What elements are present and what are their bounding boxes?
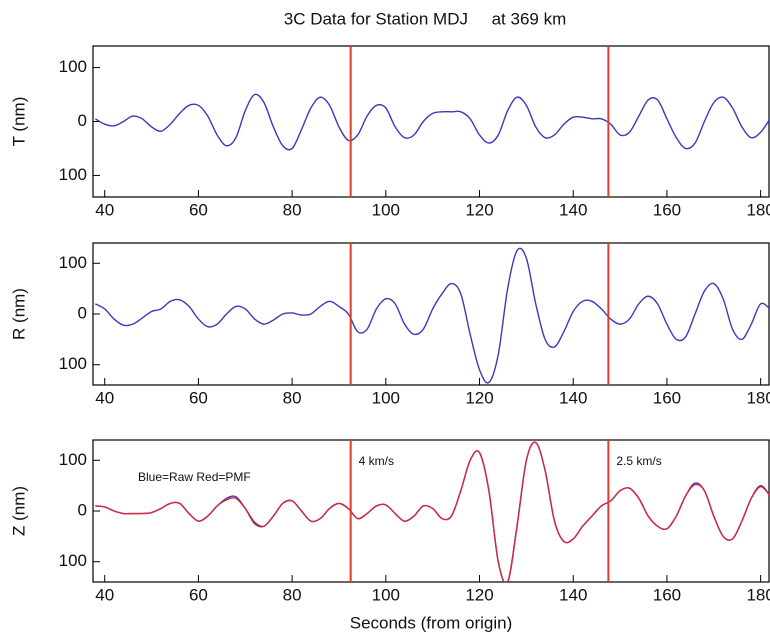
x-tick-label: 140: [559, 585, 587, 604]
x-tick-label: 100: [372, 585, 400, 604]
x-tick-label: 140: [559, 388, 587, 407]
x-tick-label: 140: [559, 200, 587, 219]
x-tick-label: 180: [746, 200, 770, 219]
x-tick-label: 160: [653, 388, 681, 407]
x-tick-label: 60: [189, 585, 208, 604]
y-tick-label: 0: [78, 303, 87, 322]
x-tick-label: 60: [189, 388, 208, 407]
x-tick-label: 100: [372, 388, 400, 407]
x-tick-label: 160: [653, 585, 681, 604]
waveform: [95, 247, 770, 384]
x-tick-label: 160: [653, 200, 681, 219]
x-tick-label: 100: [372, 200, 400, 219]
plot-area: [94, 93, 770, 151]
x-tick-label: 120: [465, 200, 493, 219]
chart-title: 3C Data for Station MDJ at 369 km: [284, 9, 567, 28]
waveform: [95, 441, 770, 582]
plot-frame: [92, 439, 770, 583]
y-tick-label: 100: [59, 354, 87, 373]
y-axis-label: R (nm): [9, 288, 28, 340]
y-tick-label: 100: [59, 165, 87, 184]
x-tick-label: 80: [283, 200, 302, 219]
x-tick-label: 80: [283, 585, 302, 604]
plot-area: [95, 247, 770, 384]
y-tick-label: 100: [59, 551, 87, 570]
waveform: [94, 93, 770, 151]
x-tick-label: 180: [746, 388, 770, 407]
waveform: [95, 441, 770, 582]
y-tick-label: 100: [59, 57, 87, 76]
y-tick-label: 100: [59, 253, 87, 272]
x-tick-label: 120: [465, 388, 493, 407]
y-tick-label: 100: [59, 450, 87, 469]
x-tick-label: 120: [465, 585, 493, 604]
x-tick-label: 40: [95, 200, 114, 219]
x-tick-label: 40: [95, 388, 114, 407]
x-tick-label: 40: [95, 585, 114, 604]
x-axis-label: Seconds (from origin): [350, 613, 513, 632]
y-tick-label: 0: [78, 500, 87, 519]
x-tick-label: 60: [189, 200, 208, 219]
y-axis-label: T (nm): [9, 97, 28, 147]
y-axis-label: Z (nm): [9, 486, 28, 536]
marker-label: 4 km/s: [359, 454, 394, 468]
legend-note: Blue=Raw Red=PMF: [138, 470, 251, 484]
x-tick-label: 80: [283, 388, 302, 407]
marker-label: 2.5 km/s: [616, 454, 661, 468]
plot-area: [95, 441, 770, 582]
y-tick-label: 0: [78, 111, 87, 130]
x-tick-label: 180: [746, 585, 770, 604]
